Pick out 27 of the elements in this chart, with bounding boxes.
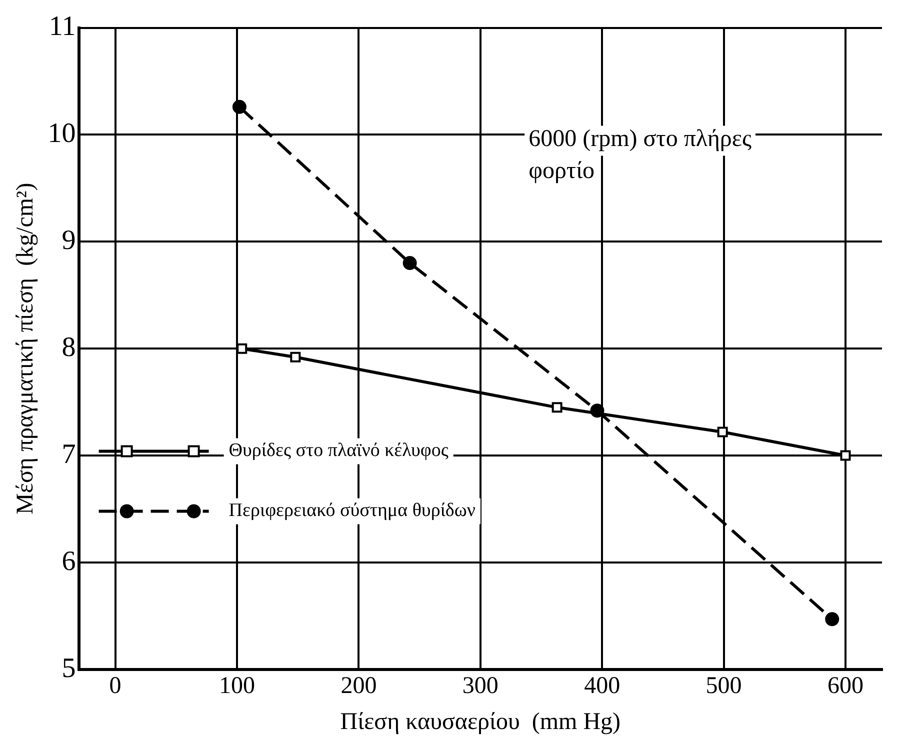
point <box>552 402 562 413</box>
point <box>840 450 851 461</box>
x-tick-label: 300 <box>462 673 498 700</box>
y-tick-label: 6 <box>62 546 76 577</box>
x-tick-label: 400 <box>584 673 620 700</box>
x-tick-label: 500 <box>706 673 742 700</box>
point <box>232 100 246 114</box>
point <box>825 612 840 626</box>
y-tick-label: 11 <box>48 11 76 42</box>
y-tick-label: 7 <box>62 438 76 470</box>
point <box>290 352 301 362</box>
point <box>717 426 728 438</box>
y-tick-label: 10 <box>48 118 76 150</box>
x-tick-label: 100 <box>219 673 256 700</box>
y-axis-title: Μέση πραγματική πίεση (kg/cm²) <box>12 182 39 514</box>
point <box>236 343 248 354</box>
y-tick-label: 5 <box>62 652 76 684</box>
x-tick-label: 600 <box>827 673 864 700</box>
x-axis-title: Πίεση καυσαερίου (mm Hg) <box>340 708 621 735</box>
annotation: 6000 (rpm) στο πλήρες φορτίο <box>528 126 752 184</box>
y-tick-label: 9 <box>62 225 76 256</box>
point <box>402 256 417 270</box>
y-tick-label: 8 <box>62 332 76 363</box>
legend-label: Θυρίδες στο πλαϊνό κέλυφος <box>228 440 449 462</box>
x-tick-label: 0 <box>109 673 122 700</box>
x-tick-label: 200 <box>340 673 377 700</box>
legend-label: Περιφερειακό σύστημα θυρίδων <box>228 500 476 522</box>
